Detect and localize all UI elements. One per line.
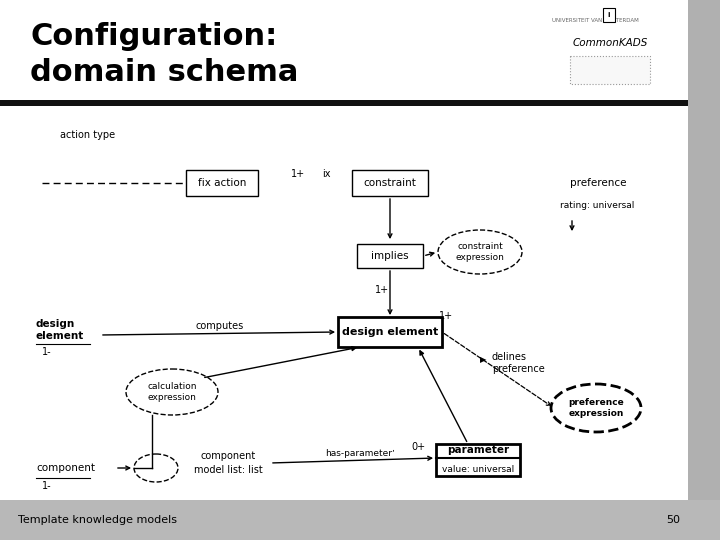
Text: constraint: constraint (364, 178, 416, 188)
Text: constraint
expression: constraint expression (456, 242, 505, 262)
Text: Configuration:: Configuration: (30, 22, 277, 51)
Text: design
element: design element (36, 319, 84, 341)
Bar (0, 500, 720, 540)
Text: CommonKADS: CommonKADS (572, 38, 648, 48)
Text: implies: implies (372, 251, 409, 261)
Text: rating: universal: rating: universal (560, 200, 634, 210)
Text: preference: preference (570, 178, 626, 188)
Text: Template knowledge models: Template knowledge models (18, 515, 177, 525)
Text: computes: computes (196, 321, 244, 331)
Text: delines: delines (492, 352, 527, 362)
Ellipse shape (438, 230, 522, 274)
Text: action type: action type (60, 130, 115, 140)
Text: domain schema: domain schema (30, 58, 298, 87)
Text: design element: design element (342, 327, 438, 337)
Bar (357, 244, 423, 268)
Ellipse shape (134, 454, 178, 482)
Text: ▶: ▶ (480, 355, 487, 364)
Text: UNIVERSITEIT VAN AMSTERDAM: UNIVERSITEIT VAN AMSTERDAM (552, 18, 639, 23)
Text: ix: ix (322, 169, 330, 179)
Ellipse shape (551, 384, 641, 432)
Text: has-parameterʼ: has-parameterʼ (325, 449, 395, 457)
Bar (0, 106, 688, 500)
Bar (0, 0, 688, 100)
Text: 50: 50 (666, 515, 680, 525)
Text: 1-: 1- (42, 481, 52, 491)
Bar (603, 8, 615, 22)
Bar (0, 100, 688, 106)
Text: component: component (36, 463, 95, 473)
Bar (186, 170, 258, 196)
Ellipse shape (126, 369, 218, 415)
Text: component: component (200, 451, 256, 461)
Text: preference: preference (492, 364, 545, 374)
Bar (688, 0, 720, 540)
Bar (338, 317, 442, 347)
Text: 0+: 0+ (411, 442, 425, 452)
Bar (570, 56, 650, 84)
Text: fix action: fix action (198, 178, 246, 188)
Bar (436, 444, 520, 476)
Text: 1+: 1+ (439, 311, 453, 321)
Text: calculation
expression: calculation expression (148, 382, 197, 402)
Text: model list: list: model list: list (194, 465, 262, 475)
Text: parameter: parameter (447, 445, 509, 455)
Text: 1+: 1+ (291, 169, 305, 179)
Text: 1-: 1- (42, 347, 52, 357)
Bar (352, 170, 428, 196)
Text: value: universal: value: universal (442, 464, 514, 474)
Text: i: i (608, 12, 611, 18)
Text: 1+: 1+ (375, 285, 389, 295)
Text: preference
expression: preference expression (568, 399, 624, 418)
